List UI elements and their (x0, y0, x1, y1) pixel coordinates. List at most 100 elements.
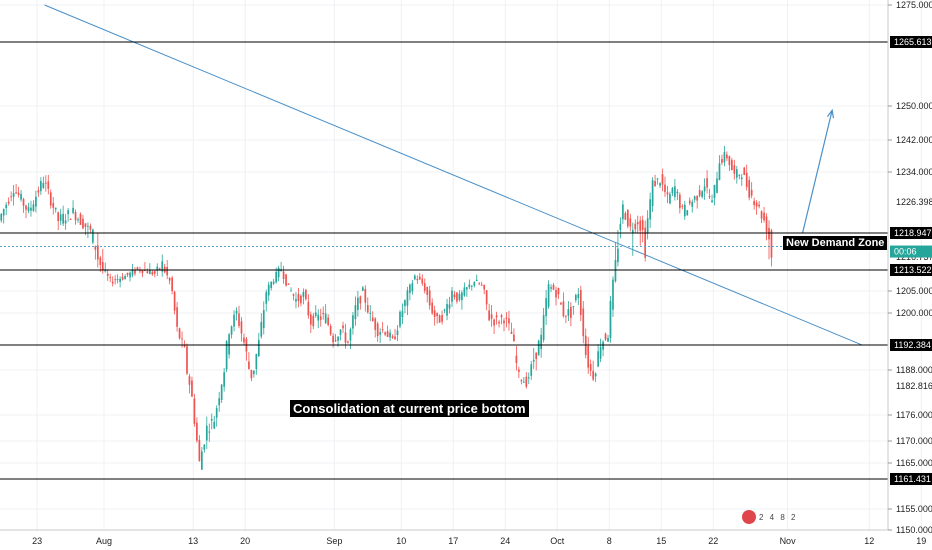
candle-body (42, 183, 45, 188)
candle-body (208, 431, 211, 433)
candle-body (703, 186, 706, 192)
candle-body (186, 346, 188, 374)
candle-body (470, 285, 473, 287)
candle-body (371, 317, 374, 321)
candle-body (607, 337, 609, 342)
candle-body (530, 364, 533, 376)
candle-body (82, 218, 84, 229)
logo-badge (742, 510, 756, 524)
grid-lines (0, 0, 922, 531)
candle-body (644, 227, 647, 258)
candle-body (475, 279, 478, 282)
candle-body (416, 278, 419, 281)
candle-body (562, 301, 565, 317)
logo-text: 2 4 8 2 (759, 512, 798, 522)
candle-body (230, 326, 233, 335)
candle-body (374, 318, 377, 330)
candle-body (483, 285, 486, 290)
candle-body (547, 284, 550, 307)
candle-body (44, 182, 47, 184)
candle-body (565, 315, 567, 317)
candle-body (131, 269, 134, 276)
candle-body (716, 178, 718, 193)
candle-body (253, 370, 255, 375)
price-tick-label: 1165.000 (896, 458, 932, 468)
candle-body (421, 278, 424, 284)
candle-body (265, 292, 268, 304)
candle-body (441, 314, 443, 322)
candle-body (262, 310, 265, 329)
candle-body (664, 184, 666, 193)
candle-body (726, 154, 728, 159)
candle-body (292, 294, 295, 296)
candle-body (337, 336, 339, 341)
candle-body (691, 201, 694, 207)
candle-body (659, 183, 661, 186)
candle-body (47, 181, 50, 189)
candle-body (617, 248, 619, 263)
time-tick-label: Oct (550, 536, 565, 546)
candle-body (436, 312, 438, 316)
candle-body (542, 315, 545, 341)
candle-body (500, 315, 503, 318)
candle-body (314, 312, 317, 316)
candle-body (347, 341, 349, 343)
candle-body (153, 271, 156, 274)
candle-body (210, 418, 213, 421)
candle-body (612, 279, 614, 310)
candle-body (196, 422, 198, 441)
candle-body (312, 315, 315, 327)
candle-body (634, 223, 637, 230)
candle-body (631, 229, 634, 234)
time-tick-label: Aug (96, 536, 112, 546)
candle-body (223, 372, 225, 387)
time-tick-label: Nov (780, 536, 797, 546)
candle-body (604, 333, 607, 340)
candle-body (148, 270, 151, 275)
candle-body (391, 336, 394, 338)
annotation-consolidation: Consolidation at current price bottom (290, 400, 529, 417)
candle-body (527, 377, 530, 379)
candle-body (235, 310, 238, 314)
candle-body (213, 421, 216, 429)
candle-body (74, 212, 77, 221)
candle-body (728, 156, 731, 166)
candle-body (688, 200, 691, 204)
candle-body (572, 306, 575, 308)
current-price-tag-bg (890, 245, 932, 258)
candle-body (218, 398, 221, 406)
candle-body (134, 270, 136, 274)
candle-body (718, 163, 721, 181)
candle-body (104, 270, 107, 272)
candle-body (570, 306, 572, 318)
candle-body (161, 261, 164, 272)
time-tick-label: 20 (240, 536, 250, 546)
candle-body (322, 312, 325, 315)
candle-body (59, 214, 62, 221)
candle-body (485, 290, 488, 305)
candle-body (317, 314, 320, 321)
candle-body (394, 336, 396, 340)
candle-body (589, 364, 592, 371)
candle-body (240, 321, 243, 334)
price-tick-label: 1170.000 (896, 436, 932, 446)
candle-body (490, 314, 493, 319)
candle-body (339, 329, 342, 335)
candle-body (57, 212, 60, 222)
candle-body (267, 284, 270, 296)
candle-body (106, 273, 109, 276)
candle-body (52, 203, 55, 208)
candle-body (443, 309, 446, 311)
candle-body (451, 290, 453, 302)
candle-body (671, 187, 674, 194)
candle-body (626, 209, 629, 227)
price-tick-label: 1188.000 (896, 365, 932, 375)
candle-body (721, 159, 723, 163)
candle-body (735, 169, 738, 178)
candle-body (503, 320, 505, 324)
candle-body (733, 165, 736, 174)
candle-body (277, 268, 280, 278)
candle-body (624, 213, 627, 220)
candle-body (183, 344, 186, 347)
